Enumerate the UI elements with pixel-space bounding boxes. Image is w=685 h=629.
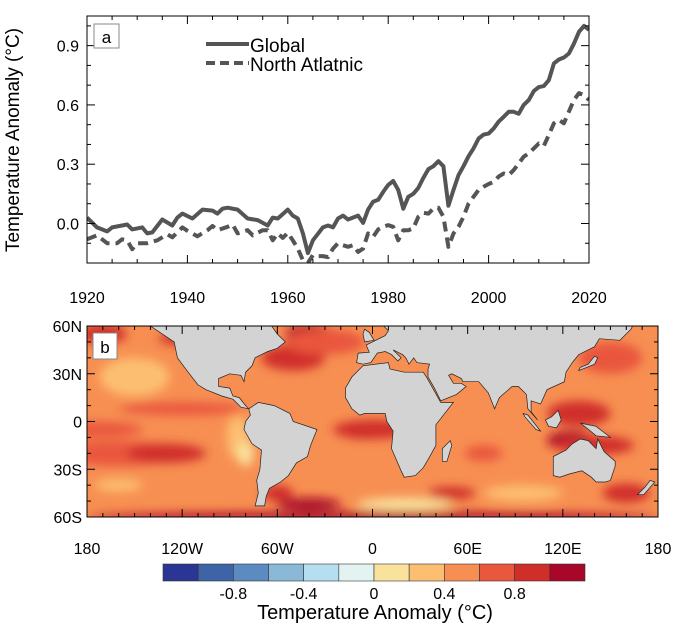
landmass-africa [345,362,455,478]
lat-tick-label: 60S [54,510,82,527]
lon-tick-label: 180 [645,541,672,558]
landmass-sumatra [522,412,542,432]
landmass-new-zealand [636,479,656,496]
y-tick-label: 0.0 [57,216,79,233]
anomaly-region [99,357,170,397]
panel-b-map: 180 120W 60W 0 60E 120E 180 60N 30N 0 30S 60S b [53,319,672,558]
anomaly-region [237,440,254,467]
y-tick-label: 0.9 [57,39,79,56]
colorbar-swatch [444,563,480,582]
lon-tick-label: 120W [161,541,204,558]
x-tick-label: 1940 [170,290,206,307]
lon-tick-label: 0 [368,541,377,558]
panel-label-a: a [102,28,112,47]
colorbar-tick-label: -0.4 [290,586,318,603]
anomaly-region [285,329,365,355]
anomaly-region [578,341,643,374]
plot-frame-a [86,15,590,264]
colorbar-swatch [479,563,515,582]
anomaly-region [126,443,206,463]
x-tick-label: 1980 [370,290,406,307]
anomaly-region [356,497,452,511]
colorbar-tick-label: 0 [370,586,379,603]
series-line-global [87,23,589,256]
panel-label-box-b [92,332,118,360]
colorbar-swatch [303,563,340,582]
anomaly-region [118,402,246,416]
legend-label-north-atlantic: North Atlatnic [250,55,363,76]
landmass-japan [577,355,599,372]
landmass-great-britain [362,328,375,343]
colorbar-swatch [338,563,375,582]
colorbar-swatch [408,563,445,582]
anomaly-region [277,497,341,511]
panel-label-b: b [100,338,109,357]
lon-tick-label: 180 [74,541,101,558]
lon-tick-label: 120E [544,541,581,558]
legend: Global North Atlatnic [206,36,363,76]
series-line-north-atlantic [87,91,589,263]
lat-tick-label: 30S [54,462,82,479]
colorbar: -0.8 -0.4 0 0.4 0.8 [162,563,586,603]
legend-label-global: Global [250,36,305,57]
colorbar-swatch [233,563,269,582]
y-tick-label: 0.6 [57,98,79,115]
lat-tick-label: 30N [53,367,82,384]
colorbar-swatch [514,563,551,582]
colorbar-tick-label: -0.8 [220,586,248,603]
anomaly-region [87,421,143,438]
landmass-north-america [145,326,286,410]
anomaly-region [602,483,651,503]
anomaly-region [464,445,503,462]
x-tick-label: 1960 [270,290,306,307]
lat-tick-label: 60N [53,319,82,336]
lon-tick-label: 60E [453,541,481,558]
y-axis-label: Temperature Anomaly (°C) [3,28,24,252]
colorbar-tick-label: 0.8 [504,586,526,603]
x-tick-label: 2020 [571,290,607,307]
landmass-madagascar [441,439,453,462]
anomaly-region [94,478,143,492]
colorbar-swatch [373,563,410,582]
anomaly-region [428,486,476,500]
landmass-new-guinea [580,422,612,438]
lon-tick-label: 60W [261,541,295,558]
landmass-south-america [243,402,318,507]
panel-label-box-a [93,23,120,49]
landmass-eurasia [356,326,633,421]
colorbar-swatch [268,563,304,582]
landmass-australia [552,437,616,483]
lat-tick-label: 0 [73,415,82,432]
colorbar-swatch [162,563,199,582]
colorbar-label: Temperature Anomaly (°C) [257,602,493,624]
anomaly-region [546,400,611,427]
panel-a-line-chart: Temperature Anomaly (°C) 1920 1940 1960 198… [3,15,607,307]
landmass-borneo [544,409,562,429]
x-tick-label: 2000 [471,290,507,307]
colorbar-tick-label: 0.4 [433,586,455,603]
y-tick-label: 0.3 [57,157,79,174]
colorbar-swatch [549,563,586,582]
colorbar-swatch [197,563,234,582]
x-tick-label: 1920 [69,290,105,307]
anomaly-region [483,485,563,502]
